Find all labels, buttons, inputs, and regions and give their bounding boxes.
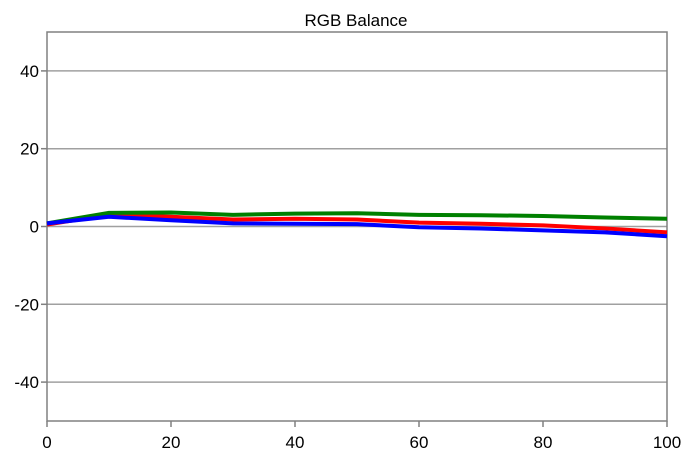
series-line-2: [46, 214, 668, 239]
series-line-1: [46, 210, 668, 226]
y-tick-label: 40: [20, 62, 39, 81]
grid-lines: [47, 70, 667, 383]
y-tick-label: -20: [14, 295, 39, 314]
series-line-0: [46, 212, 668, 235]
x-tick-label: 80: [534, 433, 553, 452]
chart-title: RGB Balance: [305, 11, 408, 30]
x-tick-label: 20: [162, 433, 181, 452]
axes: [41, 31, 668, 427]
x-tick-label: 100: [653, 433, 681, 452]
series-lines: [46, 210, 668, 239]
x-tick-label: 40: [286, 433, 305, 452]
x-tick-label: 0: [42, 433, 51, 452]
y-tick-label: 20: [20, 140, 39, 159]
x-tick-label: 60: [410, 433, 429, 452]
y-tick-label: -40: [14, 373, 39, 392]
tick-labels: 40 20 0 -20 -40 0 20 40 60 80 100: [14, 62, 681, 452]
plot-frame: [46, 31, 668, 422]
y-tick-label: 0: [30, 218, 39, 237]
